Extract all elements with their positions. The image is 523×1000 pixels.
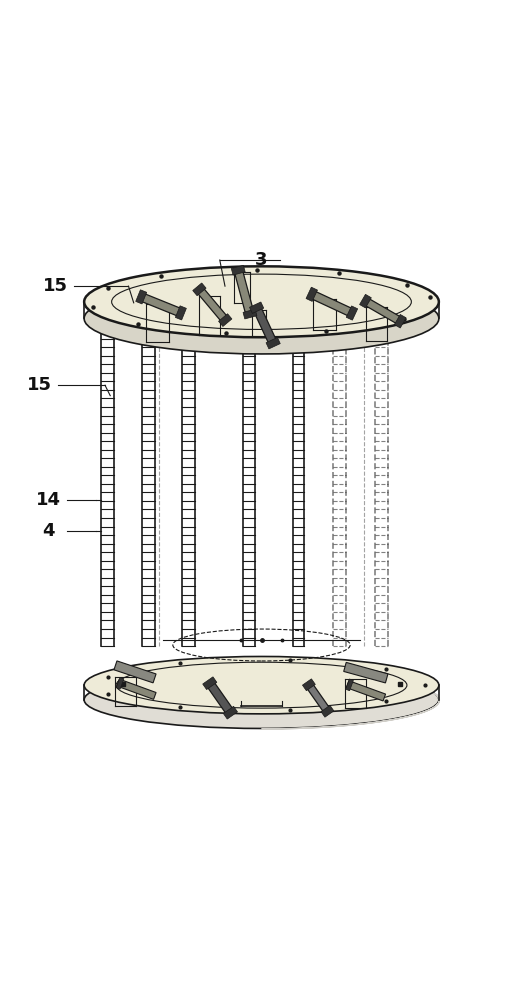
Polygon shape <box>223 706 237 719</box>
Text: 15: 15 <box>43 277 68 295</box>
Polygon shape <box>306 287 317 301</box>
Text: 15: 15 <box>27 376 52 394</box>
Polygon shape <box>346 306 358 320</box>
Polygon shape <box>175 306 186 320</box>
Polygon shape <box>346 681 385 701</box>
Polygon shape <box>193 283 206 296</box>
Polygon shape <box>302 679 315 691</box>
Polygon shape <box>344 662 388 683</box>
Polygon shape <box>305 682 331 714</box>
Text: 3: 3 <box>255 251 268 269</box>
Polygon shape <box>266 337 280 349</box>
Polygon shape <box>243 309 257 319</box>
Polygon shape <box>231 265 245 275</box>
Polygon shape <box>346 679 354 691</box>
Polygon shape <box>219 314 232 326</box>
Polygon shape <box>253 305 277 346</box>
Polygon shape <box>114 661 156 683</box>
Ellipse shape <box>84 671 439 728</box>
Polygon shape <box>203 677 217 690</box>
Polygon shape <box>363 297 403 325</box>
Ellipse shape <box>84 656 439 714</box>
Polygon shape <box>196 286 229 323</box>
Text: 14: 14 <box>36 491 61 509</box>
Polygon shape <box>234 268 254 316</box>
Polygon shape <box>116 677 124 689</box>
Ellipse shape <box>84 266 439 337</box>
Polygon shape <box>309 290 355 317</box>
Polygon shape <box>206 680 234 716</box>
Polygon shape <box>321 705 334 717</box>
Polygon shape <box>249 302 264 313</box>
Polygon shape <box>360 294 371 308</box>
Polygon shape <box>117 679 156 699</box>
Polygon shape <box>136 290 146 304</box>
Text: 4: 4 <box>42 522 55 540</box>
Ellipse shape <box>84 283 439 354</box>
Polygon shape <box>394 314 406 328</box>
Polygon shape <box>139 293 183 317</box>
